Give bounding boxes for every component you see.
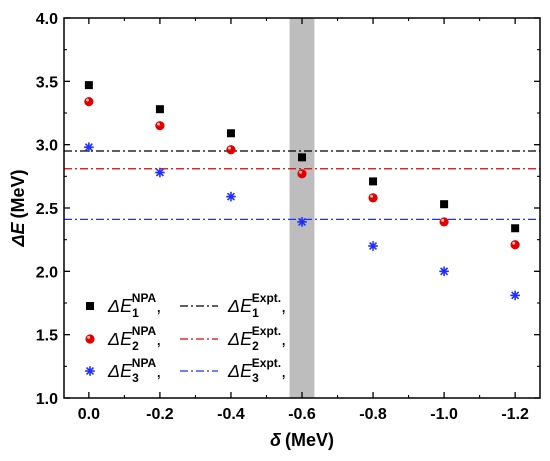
data-point-series-3: [439, 266, 449, 277]
x-tick-label: -0.2: [146, 406, 174, 423]
data-point-series-1: [155, 105, 164, 114]
data-point-series-3: [510, 290, 520, 301]
data-point-series-2: [297, 169, 307, 179]
legend: ΔE1NPA, ΔE2NPA, ΔE3NPA, ΔE1Expt., ΔE2Expt., Δ…: [85, 291, 286, 385]
shaded-band: [289, 18, 315, 398]
y-tick-label: 4.0: [36, 11, 58, 28]
legend-label-series-1: ΔE1NPA,: [107, 291, 161, 320]
data-points-layer: [84, 81, 520, 301]
legend-label-series-2: ΔE2NPA,: [107, 324, 161, 353]
x-axis-symbol: δ: [270, 430, 282, 450]
legend-label-series-3: ΔE3NPA,: [107, 356, 161, 385]
legend-label-ref-3: ΔE3Expt.,: [227, 356, 286, 385]
legend-label-ref-2: ΔE2Expt.,: [227, 324, 286, 353]
y-tick-label: 2.0: [36, 264, 58, 281]
data-point-series-1: [226, 129, 235, 138]
data-point-series-3: [368, 241, 378, 251]
data-point-series-2: [510, 240, 520, 250]
x-axis-title: δ (MeV): [270, 430, 334, 450]
data-point-series-1: [369, 177, 378, 186]
data-point-series-2: [155, 121, 165, 131]
legend-marker-series-3: [85, 366, 95, 376]
reference-lines-layer: [64, 150, 540, 221]
x-tick-label: -1.0: [430, 406, 458, 423]
y-tick-label: 1.0: [36, 391, 58, 408]
shaded-band-layer: [289, 18, 315, 398]
x-tick-label: -0.4: [217, 406, 245, 423]
legend-label-ref-1: ΔE1Expt.,: [227, 291, 286, 320]
data-point-series-2: [226, 145, 236, 155]
x-tick-label: -1.2: [501, 406, 529, 423]
axis-ticks-layer: 0.0 -0.2 -0.4 -0.6 -0.8 -1.0 -1.2 1.0 1.5 2.0 2.5 3…: [36, 11, 540, 423]
x-tick-label: -0.8: [359, 406, 387, 423]
data-point-series-2: [439, 217, 449, 227]
data-point-series-2: [368, 193, 378, 203]
data-point-series-1: [511, 224, 520, 233]
data-point-series-3: [297, 217, 307, 227]
data-point-series-1: [440, 200, 449, 209]
data-point-series-3: [84, 142, 94, 152]
legend-marker-series-1: [86, 302, 94, 310]
data-point-series-3: [155, 167, 165, 178]
y-axis-symbol: ΔE: [8, 221, 28, 247]
y-axis-title: ΔE (MeV): [8, 169, 28, 247]
y-axis-unit: (MeV): [8, 169, 28, 218]
x-tick-label: 0.0: [78, 406, 100, 423]
x-tick-label: -0.6: [288, 406, 316, 423]
data-point-series-1: [298, 153, 306, 162]
data-point-series-3: [226, 191, 236, 202]
data-point-series-1: [84, 81, 93, 90]
y-tick-label: 2.5: [36, 201, 58, 218]
legend-marker-series-2: [85, 334, 95, 344]
y-tick-label: 1.5: [36, 328, 58, 345]
y-tick-label: 3.0: [36, 138, 58, 155]
x-axis-unit: (MeV): [285, 430, 334, 450]
y-tick-label: 3.5: [36, 74, 58, 91]
data-point-series-2: [84, 97, 94, 107]
